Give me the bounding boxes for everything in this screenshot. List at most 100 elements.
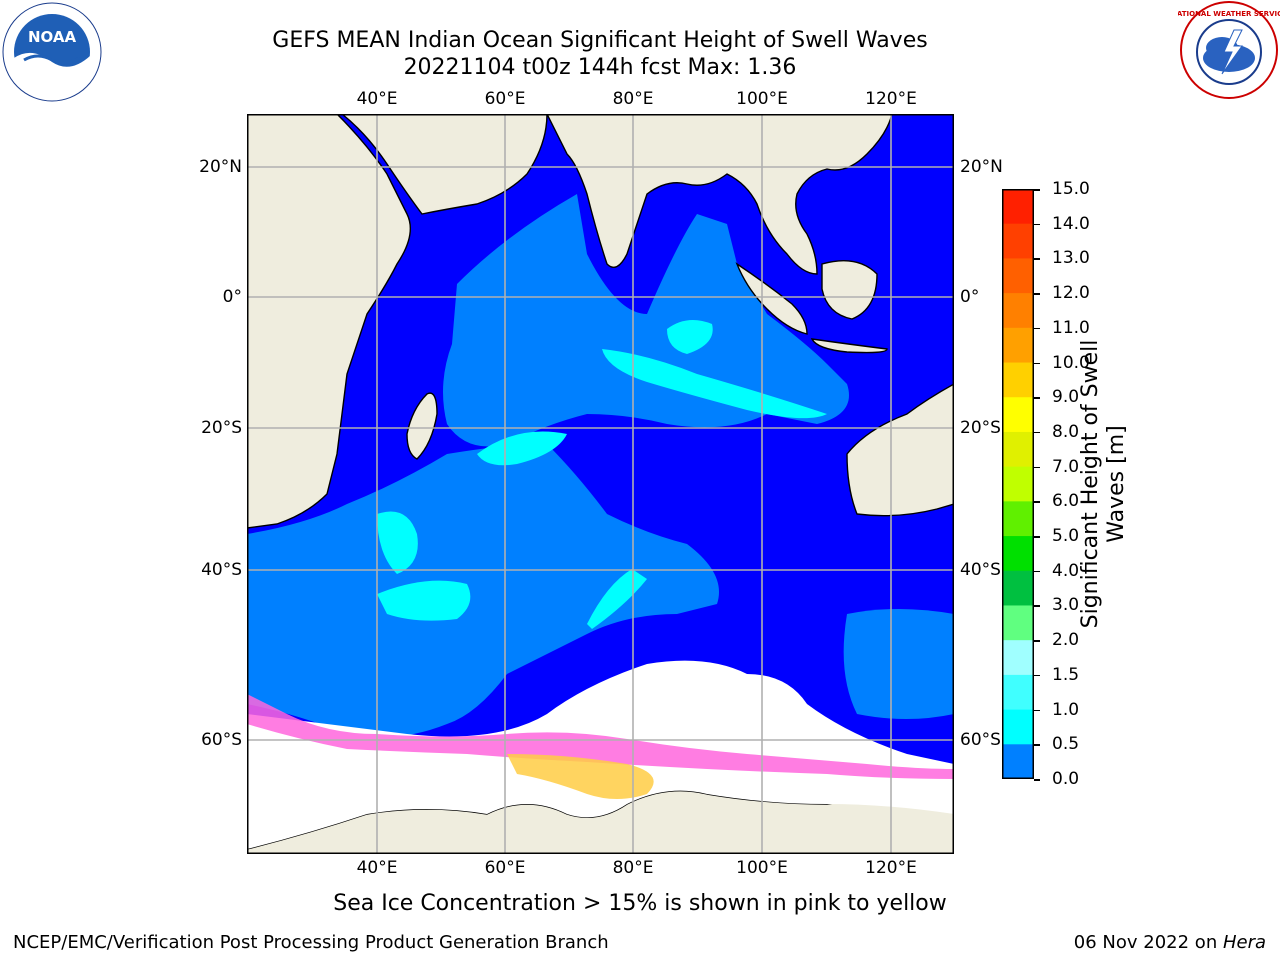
colorbar-segment <box>1002 501 1034 537</box>
colorbar-tick-mark <box>1034 640 1040 642</box>
colorbar-tick-mark <box>1034 293 1040 295</box>
lat-label-right-60s: 60°S <box>960 730 1001 750</box>
lon-label-bottom-80e: 80°E <box>612 858 654 878</box>
colorbar-svg <box>1002 189 1034 779</box>
sea-ice-caption: Sea Ice Concentration > 15% is shown in … <box>333 891 947 916</box>
lat-label-right-20s: 20°S <box>960 418 1001 438</box>
colorbar-segment <box>1002 640 1034 676</box>
map-grid <box>247 114 954 854</box>
land-madagascar <box>406 392 438 460</box>
colorbar-segment <box>1002 189 1034 225</box>
chart-title-line2: 20221104 t00z 144h fcst Max: 1.36 <box>403 55 797 80</box>
colorbar-tick-mark <box>1034 605 1040 607</box>
colorbar-segment <box>1002 362 1034 398</box>
colorbar-tick-mark <box>1034 501 1040 503</box>
colorbar-tick-mark <box>1034 570 1040 573</box>
colorbar-tick-label: 14.0 <box>1052 213 1090 234</box>
swell-high-patch-1 <box>667 320 713 354</box>
lon-label-bottom-120e: 120°E <box>865 858 917 878</box>
lat-label-left-40s: 40°S <box>201 560 242 580</box>
colorbar-tick-mark <box>1034 327 1040 330</box>
lon-label-bottom-60e: 60°E <box>484 858 526 878</box>
colorbar-tick-label: 4.0 <box>1052 560 1080 581</box>
nws-logo-text: NATIONAL WEATHER SERVICE <box>1178 10 1280 18</box>
colorbar-tick-mark <box>1034 709 1040 712</box>
footer-branch: NCEP/EMC/Verification Post Processing Pr… <box>13 932 609 953</box>
colorbar-tick-mark <box>1034 466 1040 469</box>
swell-high-patch-5 <box>587 569 647 629</box>
colorbar-tick-label: 0.0 <box>1052 769 1080 789</box>
footer-date: 06 Nov 2022 on Hera <box>1074 932 1266 953</box>
colorbar-tick-label: 0.5 <box>1052 734 1080 755</box>
lat-label-left-20n: 20°N <box>199 157 242 177</box>
colorbar-tick-mark <box>1034 397 1040 399</box>
colorbar-tick-mark <box>1034 536 1040 538</box>
lat-label-right-40s: 40°S <box>960 560 1001 580</box>
lon-label-top-80e: 80°E <box>612 89 654 109</box>
colorbar-segment <box>1002 258 1034 294</box>
colorbar-tick-mark <box>1034 189 1040 191</box>
colorbar-segment <box>1002 674 1034 711</box>
colorbar-segment <box>1002 293 1034 329</box>
lat-label-left-20s: 20°S <box>201 418 242 438</box>
colorbar-tick-mark <box>1034 362 1040 365</box>
land-borneo <box>821 260 878 320</box>
swell-high-patch-4 <box>377 580 471 621</box>
colorbar-tick-label: 1.5 <box>1052 664 1080 685</box>
colorbar-tick-label: 5.0 <box>1052 526 1080 547</box>
lat-label-left-0: 0° <box>222 287 242 307</box>
colorbar-tick-mark <box>1034 779 1040 781</box>
colorbar-tick-label: 15.0 <box>1052 179 1090 199</box>
lon-label-top-40e: 40°E <box>356 89 398 109</box>
lon-label-bottom-40e: 40°E <box>356 858 398 878</box>
map-panel <box>247 114 954 854</box>
land-africa <box>247 114 411 529</box>
land-java <box>810 338 888 354</box>
colorbar-segment <box>1002 536 1034 572</box>
lon-label-top-60e: 60°E <box>484 89 526 109</box>
colorbar-frame <box>1002 189 1034 779</box>
colorbar-segment <box>1002 466 1034 502</box>
sea-ice-yellow-band <box>507 754 654 799</box>
swell-high-patch-2 <box>477 431 567 466</box>
land-arabia <box>340 114 548 215</box>
footer-date-text: 06 Nov 2022 on <box>1073 932 1223 953</box>
colorbar-tick-label: 2.0 <box>1052 630 1080 651</box>
colorbar <box>1002 189 1034 779</box>
colorbar-tick-mark <box>1034 674 1040 677</box>
swell-mid-region-southeast <box>843 609 954 719</box>
map-frame <box>247 114 954 854</box>
colorbar-tick-label: 7.0 <box>1052 456 1080 477</box>
noaa-logo: NOAA <box>2 2 102 102</box>
colorbar-label-line1: Significant Height of Swell <box>1078 339 1103 629</box>
colorbar-tick-label: 10.0 <box>1052 352 1090 373</box>
swell-high-patch-3 <box>377 511 418 574</box>
colorbar-tick-label: 6.0 <box>1052 491 1080 512</box>
colorbar-tick-label: 1.0 <box>1052 699 1080 720</box>
colorbar-segment <box>1002 397 1034 433</box>
colorbar-tick-label: 9.0 <box>1052 387 1080 408</box>
colorbar-label-line2: Waves [m] <box>1104 425 1129 543</box>
noaa-logo-text: NOAA <box>28 28 77 46</box>
colorbar-tick-mark <box>1034 258 1040 260</box>
land-australia <box>846 383 954 517</box>
colorbar-tick-label: 13.0 <box>1052 248 1090 269</box>
swell-mid-region <box>443 194 849 447</box>
nws-logo: NATIONAL WEATHER SERVICE <box>1178 0 1280 100</box>
colorbar-segment <box>1002 744 1034 779</box>
colorbar-tick-mark <box>1034 431 1040 434</box>
colorbar-tick-mark <box>1034 223 1040 226</box>
colorbar-tick-label: 12.0 <box>1052 283 1090 304</box>
colorbar-tick-label: 11.0 <box>1052 317 1090 338</box>
lon-label-bottom-100e: 100°E <box>736 858 788 878</box>
colorbar-tick-label: 8.0 <box>1052 421 1080 442</box>
footer-host: Hera <box>1222 932 1266 953</box>
colorbar-segment <box>1002 431 1034 468</box>
colorbar-segment <box>1002 709 1034 745</box>
lat-label-left-60s: 60°S <box>201 730 242 750</box>
colorbar-tick-label: 3.0 <box>1052 595 1080 616</box>
colorbar-segment <box>1002 570 1034 606</box>
chart-title-line1: GEFS MEAN Indian Ocean Significant Heigh… <box>272 28 928 53</box>
colorbar-segment <box>1002 327 1034 364</box>
lon-label-top-100e: 100°E <box>736 89 788 109</box>
